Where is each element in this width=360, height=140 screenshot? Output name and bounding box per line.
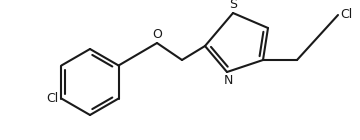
Text: Cl: Cl — [46, 92, 58, 105]
Text: S: S — [229, 0, 237, 11]
Text: Cl: Cl — [340, 8, 352, 20]
Text: N: N — [223, 74, 233, 87]
Text: O: O — [152, 28, 162, 41]
